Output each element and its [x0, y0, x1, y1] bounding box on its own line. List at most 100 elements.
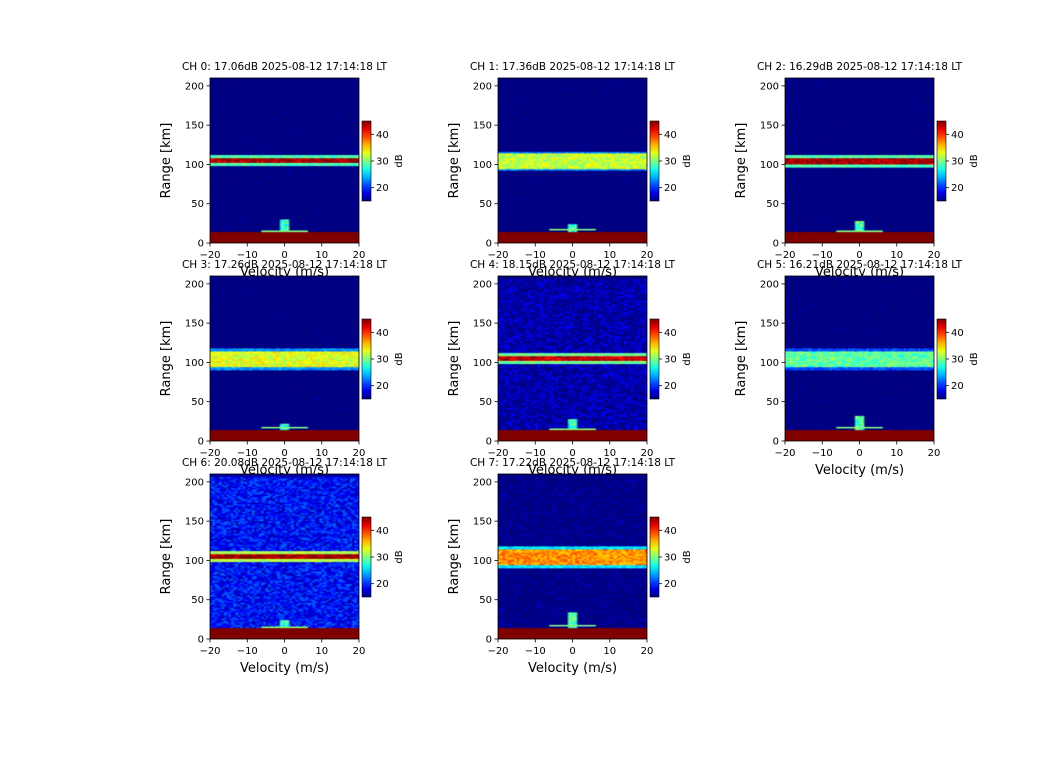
colorbar-tick-label: 20: [376, 381, 389, 392]
y-tick-label: 200: [760, 279, 779, 290]
x-tick-label: 0: [569, 646, 575, 657]
y-tick-label: 200: [473, 477, 492, 488]
x-tick-label: 0: [281, 448, 287, 459]
y-tick-label: 0: [773, 239, 779, 250]
x-tick-label: 20: [353, 646, 366, 657]
y-axis-label: Range [km]: [447, 519, 462, 595]
panel-title: CH 5: 16.21dB 2025-08-12 17:14:18 LT: [757, 259, 963, 271]
y-tick-label: 0: [198, 635, 204, 646]
y-axis-label: Range [km]: [159, 519, 174, 595]
y-axis-label: Range [km]: [159, 321, 174, 397]
colorbar-tick-label: 30: [664, 355, 677, 366]
x-tick-label: 0: [856, 250, 862, 261]
colorbar-tick-label: 20: [664, 183, 677, 194]
y-tick-label: 100: [185, 160, 204, 171]
colorbar-tick-label: 30: [376, 553, 389, 564]
y-tick-label: 100: [760, 358, 779, 369]
x-tick-label: 20: [353, 250, 366, 261]
heatmap-image: [210, 78, 359, 243]
x-tick-label: −20: [774, 250, 795, 261]
panel-title: CH 2: 16.29dB 2025-08-12 17:14:18 LT: [757, 61, 963, 73]
colorbar-tick-label: 40: [376, 130, 389, 141]
y-tick-label: 200: [473, 81, 492, 92]
x-tick-label: 10: [603, 250, 616, 261]
spectrum-panel-7: CH 7: 17.22dB 2025-08-12 17:14:18 LT −20 −…: [447, 457, 693, 676]
colorbar-label: dB: [394, 154, 405, 167]
y-tick-label: 150: [185, 121, 204, 132]
y-tick-label: 200: [473, 279, 492, 290]
y-tick-label: 150: [473, 121, 492, 132]
panel-title: CH 6: 20.08dB 2025-08-12 17:14:18 LT: [182, 457, 388, 469]
x-tick-label: 0: [281, 646, 287, 657]
x-tick-label: −20: [487, 250, 508, 261]
heatmap-image: [498, 474, 647, 639]
y-tick-label: 200: [185, 477, 204, 488]
x-tick-label: 20: [928, 448, 941, 459]
spectrum-panel-5: CH 5: 16.21dB 2025-08-12 17:14:18 LT −20 −…: [734, 259, 980, 478]
colorbar-label: dB: [394, 550, 405, 563]
y-axis-label: Range [km]: [159, 123, 174, 199]
colorbar-tick-label: 30: [664, 553, 677, 564]
colorbar-tick-label: 40: [951, 328, 964, 339]
colorbar: [361, 120, 372, 202]
y-axis-label: Range [km]: [734, 123, 749, 199]
colorbar: [936, 318, 947, 400]
y-tick-label: 50: [766, 199, 779, 210]
heatmap-image: [210, 276, 359, 441]
colorbar-tick-label: 30: [376, 157, 389, 168]
spectrum-panel-2: CH 2: 16.29dB 2025-08-12 17:14:18 LT −20 −…: [734, 61, 980, 280]
panel-title: CH 1: 17.36dB 2025-08-12 17:14:18 LT: [470, 61, 676, 73]
spectrum-panel-1: CH 1: 17.36dB 2025-08-12 17:14:18 LT −20 −…: [447, 61, 693, 280]
y-tick-label: 100: [185, 556, 204, 567]
x-tick-label: 10: [603, 448, 616, 459]
x-tick-label: −10: [812, 250, 833, 261]
y-axis-label: Range [km]: [734, 321, 749, 397]
x-tick-label: −10: [812, 448, 833, 459]
colorbar-tick-label: 40: [664, 328, 677, 339]
colorbar-tick-label: 30: [376, 355, 389, 366]
colorbar-tick-label: 40: [664, 526, 677, 537]
y-tick-label: 50: [479, 595, 492, 606]
colorbar-tick-label: 40: [376, 526, 389, 537]
x-tick-label: −10: [237, 250, 258, 261]
colorbar-label: dB: [682, 352, 693, 365]
x-tick-label: 20: [641, 448, 654, 459]
x-axis-label: Velocity (m/s): [240, 661, 329, 676]
colorbar-tick-label: 40: [664, 130, 677, 141]
spectrum-panel-3: CH 3: 17.26dB 2025-08-12 17:14:18 LT −20 −…: [159, 259, 405, 478]
spectrum-panel-4: CH 4: 18.15dB 2025-08-12 17:14:18 LT −20 −…: [447, 259, 693, 478]
colorbar-label: dB: [682, 154, 693, 167]
panel-title: CH 7: 17.22dB 2025-08-12 17:14:18 LT: [470, 457, 676, 469]
y-tick-label: 100: [473, 556, 492, 567]
colorbar: [936, 120, 947, 202]
colorbar: [649, 318, 660, 400]
colorbar-tick-label: 20: [664, 579, 677, 590]
x-tick-label: 10: [603, 646, 616, 657]
x-tick-label: 20: [928, 250, 941, 261]
y-tick-label: 150: [185, 319, 204, 330]
heatmap-image: [785, 78, 934, 243]
y-tick-label: 0: [198, 239, 204, 250]
x-tick-label: 20: [641, 646, 654, 657]
colorbar-tick-label: 20: [664, 381, 677, 392]
y-tick-label: 150: [760, 319, 779, 330]
y-tick-label: 50: [191, 397, 204, 408]
y-tick-label: 0: [486, 239, 492, 250]
x-tick-label: 10: [315, 250, 328, 261]
heatmap-image: [785, 276, 934, 441]
x-tick-label: 10: [315, 646, 328, 657]
y-tick-label: 50: [191, 595, 204, 606]
x-tick-label: −10: [525, 448, 546, 459]
x-tick-label: −20: [487, 646, 508, 657]
y-tick-label: 50: [766, 397, 779, 408]
y-tick-label: 50: [191, 199, 204, 210]
colorbar: [649, 120, 660, 202]
colorbar: [649, 516, 660, 598]
heatmap-image: [210, 474, 359, 639]
x-tick-label: −20: [199, 250, 220, 261]
x-tick-label: −20: [199, 448, 220, 459]
y-tick-label: 150: [473, 517, 492, 528]
x-tick-label: 0: [281, 250, 287, 261]
colorbar-label: dB: [969, 352, 980, 365]
